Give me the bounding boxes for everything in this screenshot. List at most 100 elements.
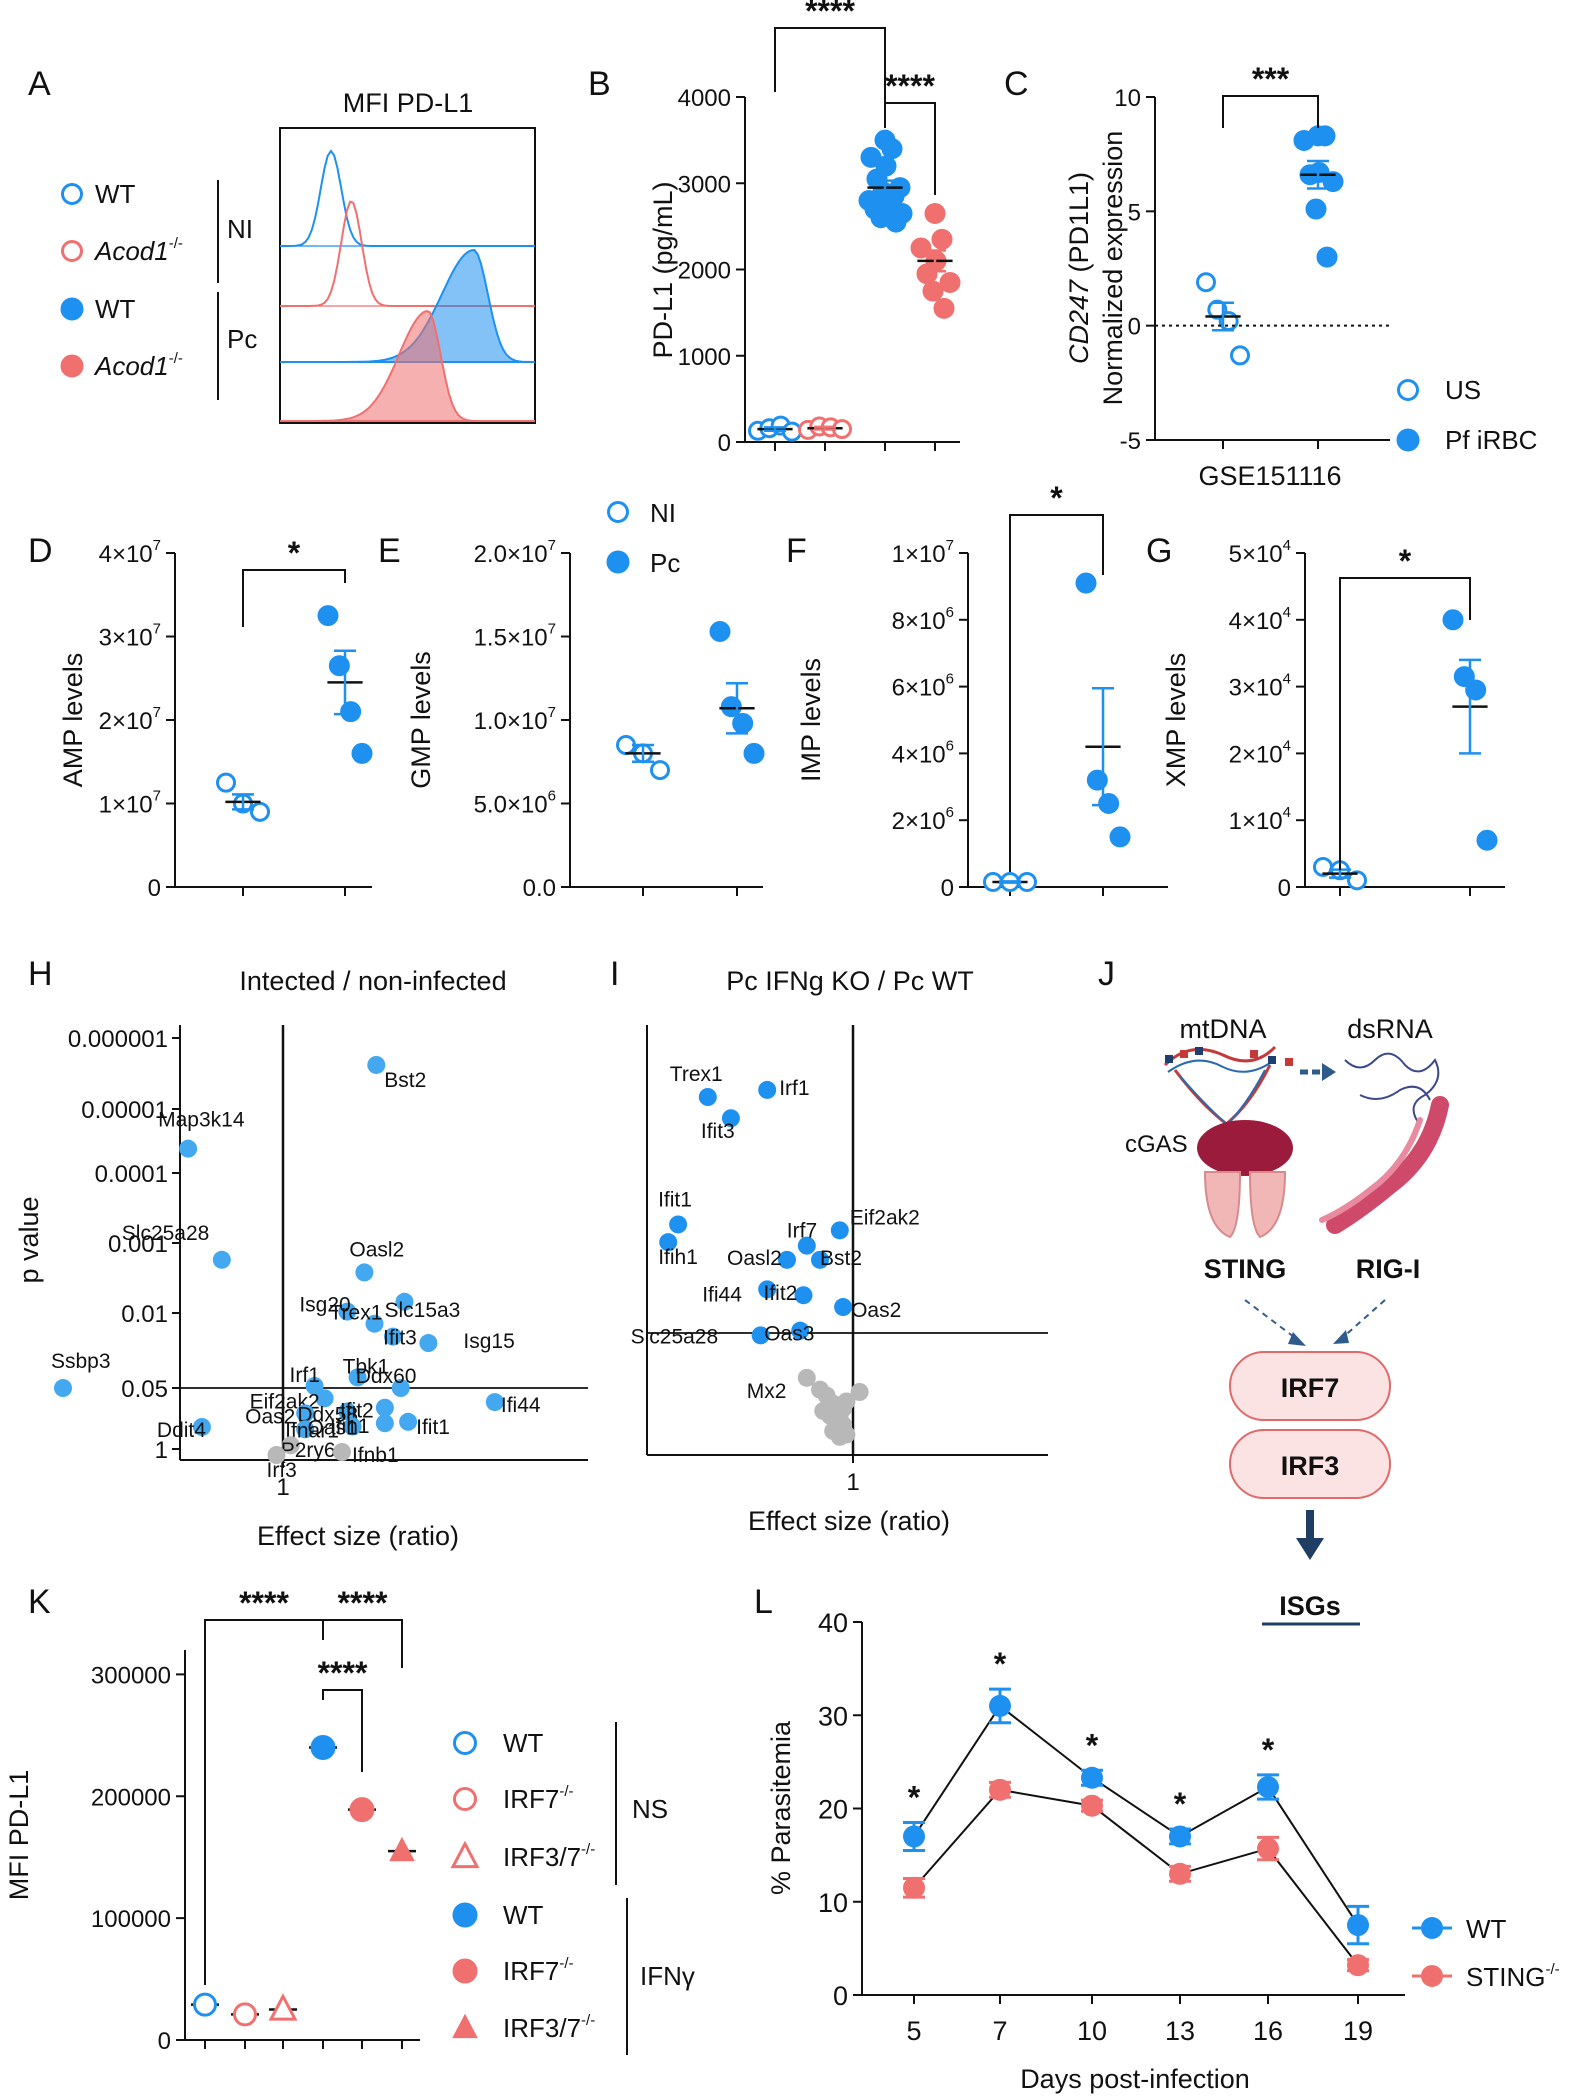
volcano-point [797, 1368, 816, 1387]
text-main: Acod1 [93, 351, 169, 381]
volcano-point [751, 1326, 770, 1345]
text-main: 4×10 [1229, 608, 1283, 635]
data-point [1476, 829, 1498, 851]
y-tick-label: 0.0001 [95, 1161, 168, 1188]
text-superscript: 7 [548, 621, 556, 638]
text-main: IRF7 [503, 1784, 559, 1814]
cgas-protein [1197, 1120, 1293, 1176]
y-tick-label: 0.00001 [81, 1097, 168, 1124]
y-axis-label: IMP levels [796, 658, 826, 782]
gene-label: Oas1 [308, 1416, 358, 1439]
volcano-point [814, 1401, 833, 1420]
legend-label: IRF7-/- [503, 1955, 574, 1986]
panel-label-h: H [28, 955, 53, 993]
text-superscript: 4 [1283, 804, 1291, 821]
text-main: WT [503, 1900, 544, 1930]
data-point [1081, 1766, 1103, 1789]
panel-j-pathway: mtDNA dsRNA cGAS STING RIG-I IRF7 IRF3 ISGs [1125, 1014, 1449, 1626]
text-main: 1.5×10 [474, 625, 548, 652]
volcano-point [778, 1250, 796, 1269]
volcano-point [375, 1414, 394, 1433]
y-axis-label-gene: CD247 [1064, 273, 1094, 365]
y-axis-label: CD247 (PD1L1) [1064, 172, 1094, 364]
data-point [452, 2013, 478, 2039]
volcano-point [332, 1443, 351, 1461]
legend-label: US [1445, 375, 1481, 405]
y-tick-label: 5 [1128, 199, 1141, 226]
gene-label: Ifi44 [702, 1283, 742, 1306]
mean-sem-bar [867, 179, 903, 196]
gene-label: Irf1 [290, 1364, 320, 1387]
text-main: WT [503, 1728, 544, 1758]
text-main: 2×10 [99, 708, 153, 735]
data-point [903, 1876, 925, 1899]
irf7-box [1229, 1351, 1391, 1421]
x-axis-label: GSE151116 [1198, 461, 1341, 491]
legend-group-label: NI [227, 214, 253, 244]
y-tick-label: 3000 [678, 171, 731, 198]
data-point [989, 1778, 1011, 1801]
mtdna-label: mtDNA [1180, 1014, 1267, 1044]
y-axis-label: GMP levels [406, 651, 436, 789]
legend-label: Acod1-/- [93, 235, 183, 266]
gene-label: Ifih1 [330, 1415, 370, 1438]
gene-label: Ddx58 [297, 1403, 358, 1426]
panel-label-e: E [378, 532, 401, 570]
data-point [1075, 572, 1097, 594]
y-tick-label: 5×104 [1229, 537, 1291, 568]
volcano-point [419, 1334, 438, 1353]
data-point [250, 801, 270, 822]
y-tick-label: 3×104 [1229, 671, 1291, 702]
y-tick-label: 0 [158, 2028, 171, 2055]
text-superscript: 6 [946, 671, 954, 688]
legend-label: STING-/- [1466, 1961, 1560, 1992]
text-main: 4×10 [99, 541, 153, 568]
mean-sem-bar [917, 249, 953, 273]
bracket-line [322, 1689, 363, 1772]
panel-b-pdl1-scatter: 0 1000 2000 3000 4000 PD-L1 (pg/mL) **** **** [648, 0, 961, 457]
data-point [216, 772, 236, 793]
gene-label: Mx2 [747, 1380, 787, 1403]
gene-label: Bst2 [384, 1069, 426, 1092]
series-line [913, 1704, 1359, 1926]
significance-label: **** [338, 1585, 388, 1621]
y-tick-label: 0.05 [121, 1376, 168, 1403]
volcano-point [365, 1314, 384, 1333]
y-tick-label: 4×107 [99, 537, 161, 568]
significance-bracket: * [1339, 543, 1471, 870]
gene-label: Ifit2 [764, 1282, 798, 1305]
text-main: 2×10 [1229, 741, 1283, 768]
y-tick-label: 2000 [678, 258, 731, 285]
text-superscript: 6 [548, 788, 556, 805]
text-superscript: 4 [1283, 604, 1291, 621]
x-tick-label: 19 [1343, 2016, 1373, 2046]
rigi-protein [1326, 1096, 1449, 1234]
legend-marker [607, 501, 629, 523]
rigi-protein-highlight [1319, 1117, 1423, 1223]
arrow-head [1296, 1538, 1324, 1560]
gene-label: Ifnb1 [352, 1444, 399, 1467]
data-point [1086, 769, 1108, 791]
data-point [1322, 171, 1344, 193]
significance-label: * [1399, 543, 1412, 579]
cgas-label: cGAS [1125, 1131, 1188, 1158]
data-point [931, 228, 953, 250]
y-tick-label: 200000 [91, 1784, 171, 1811]
legend-marker [60, 354, 84, 378]
data-point [732, 712, 754, 734]
text-superscript: -/- [581, 1841, 595, 1858]
legend-marker [61, 240, 83, 262]
panel-label-g: G [1146, 532, 1172, 570]
volcano-point [395, 1292, 414, 1311]
gene-label: Ifit3 [701, 1120, 735, 1143]
y-tick-label: 4×106 [892, 737, 954, 768]
y-tick-label: 5.0×106 [474, 788, 556, 819]
bracket-line [1222, 95, 1319, 128]
text-superscript: 6 [946, 804, 954, 821]
data-point [1196, 272, 1216, 293]
significance-label: * [908, 1779, 921, 1815]
data-point [1207, 299, 1228, 320]
gene-label: Ifi44 [501, 1394, 541, 1417]
data-point [939, 271, 961, 293]
